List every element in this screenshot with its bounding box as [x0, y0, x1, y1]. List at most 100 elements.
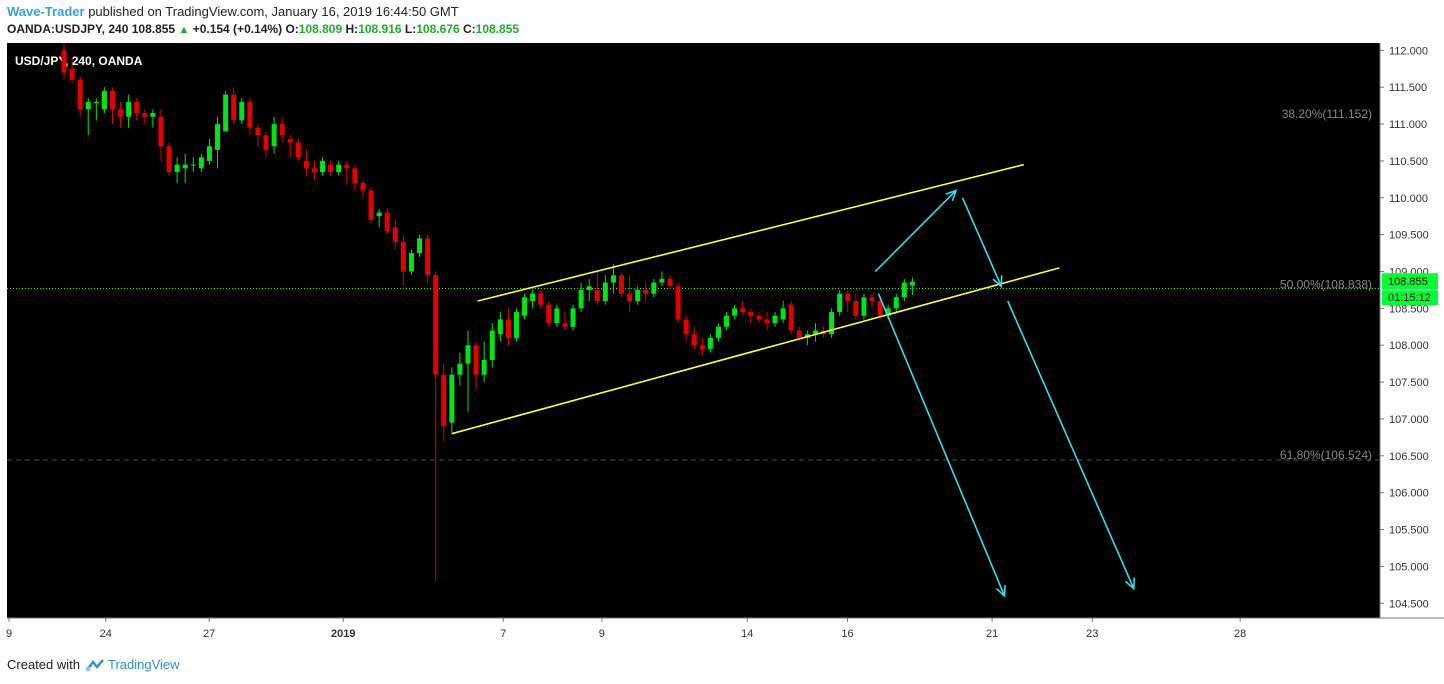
y-tick-label: 110.500: [1389, 156, 1428, 168]
y-tick-label: 104.500: [1389, 598, 1429, 610]
candle-body: [449, 374, 455, 423]
author-link[interactable]: Wave-Trader: [7, 4, 85, 19]
candle-body: [134, 101, 140, 114]
symbol-ohlc: OANDA:USDJPY, 240 108.855 ▲ +0.154 (+0.1…: [7, 22, 519, 36]
countdown-badge: [1382, 290, 1438, 306]
open-value: 108.809: [298, 22, 343, 36]
candle-body: [546, 304, 552, 324]
candle-body: [651, 282, 657, 294]
candle-body: [683, 319, 689, 335]
candle-body: [247, 101, 253, 128]
candle-body: [344, 164, 350, 169]
candle-body: [263, 135, 269, 150]
candle-body: [174, 164, 180, 173]
candle-body: [610, 275, 616, 283]
tradingview-logo[interactable]: TradingView: [84, 657, 180, 672]
x-tick-label: 9: [599, 628, 605, 640]
candle-body: [748, 312, 754, 316]
candle-body: [166, 146, 172, 173]
publish-info: Wave-Trader published on TradingView.com…: [7, 4, 459, 19]
candle-body: [118, 109, 124, 117]
candle-body: [392, 227, 398, 243]
candle-body: [336, 164, 342, 173]
candle-body: [223, 94, 229, 132]
chart-title: USD/JPY, 240, OANDA: [15, 54, 143, 68]
candle-body: [812, 330, 818, 335]
created-with-text: Created with: [7, 657, 80, 672]
projection-arrow-line: [877, 293, 1006, 597]
candle-body: [239, 101, 245, 121]
candle-body: [707, 337, 713, 349]
x-tick-label: 16: [841, 628, 853, 640]
candle-body: [675, 286, 681, 320]
high-label: H:: [345, 22, 359, 36]
candle-body: [311, 168, 317, 173]
candle-body: [408, 253, 414, 272]
candle-body: [368, 190, 374, 220]
projection-arrow-line: [961, 197, 1003, 287]
candle-body: [562, 323, 568, 327]
candle-body: [715, 326, 721, 338]
candle-body: [271, 124, 277, 147]
candle-body: [893, 297, 899, 309]
up-triangle-icon: ▲: [178, 24, 190, 36]
candle-body: [303, 160, 309, 169]
candle-body: [126, 101, 132, 117]
candle-body: [909, 281, 915, 286]
candle-body: [699, 345, 705, 349]
last-price-badge: [1382, 273, 1438, 290]
candle-body: [853, 301, 859, 316]
y-tick-label: 105.000: [1389, 561, 1429, 573]
candle-body: [861, 297, 867, 316]
x-tick-label: 14: [741, 628, 753, 640]
candle-body: [101, 90, 107, 110]
chart-header: Wave-Trader published on TradingView.com…: [0, 0, 1444, 40]
y-tick-label: 106.500: [1389, 451, 1429, 463]
candle-body: [473, 345, 479, 375]
candle-body: [796, 330, 802, 338]
candle-body: [780, 308, 786, 320]
x-tick-label: 23: [1086, 628, 1098, 640]
candle-body: [69, 68, 75, 80]
candle-body: [190, 164, 196, 166]
candle-body: [231, 94, 237, 121]
candle-body: [425, 238, 431, 276]
price-change: +0.154 (+0.14%): [192, 22, 283, 36]
candle-body: [433, 275, 439, 375]
open-label: O:: [285, 22, 299, 36]
candle-body: [530, 293, 536, 302]
channel-lower-line: [451, 267, 1060, 435]
arrowhead-icon: [995, 584, 1006, 598]
low-label: L:: [404, 22, 417, 36]
candle-body: [150, 113, 156, 117]
candle-body: [732, 308, 738, 316]
candle-body: [829, 312, 835, 335]
candle-body: [513, 312, 519, 338]
candle-body: [643, 289, 649, 294]
plot-background: [7, 43, 1380, 618]
candle-body: [61, 50, 67, 73]
fib-level-label: 50.00%(108.838): [1280, 277, 1372, 291]
countdown-label: 01:15:12: [1388, 292, 1431, 304]
candle-body: [756, 315, 762, 320]
candle-body: [554, 308, 560, 324]
candle-body: [497, 319, 503, 335]
candle-body: [279, 124, 285, 136]
candle-body: [320, 160, 326, 173]
y-tick-label: 111.500: [1389, 82, 1427, 94]
published-text: published on TradingView.com, January 16…: [88, 4, 459, 19]
fib-level-label: 38.20%(111.152): [1282, 107, 1372, 121]
price-chart[interactable]: 104.500 105.000 105.500 106.000 106.500 107.0…: [0, 38, 1444, 650]
x-tick-label: 7: [500, 628, 506, 640]
close-label: C:: [462, 22, 476, 36]
x-tick-label: 2019: [331, 628, 355, 640]
price-scale-background: [1380, 38, 1444, 650]
y-tick-label: 110.000: [1389, 193, 1428, 205]
y-tick-label: 111.000: [1389, 119, 1427, 131]
candle-body: [295, 142, 301, 158]
y-tick-label: 107.500: [1389, 377, 1429, 389]
y-tick-label: 108.500: [1389, 303, 1429, 315]
last-price-label: 108.855: [1388, 276, 1428, 288]
arrowhead-icon: [1124, 577, 1135, 591]
last-price: 108.855: [131, 22, 176, 36]
